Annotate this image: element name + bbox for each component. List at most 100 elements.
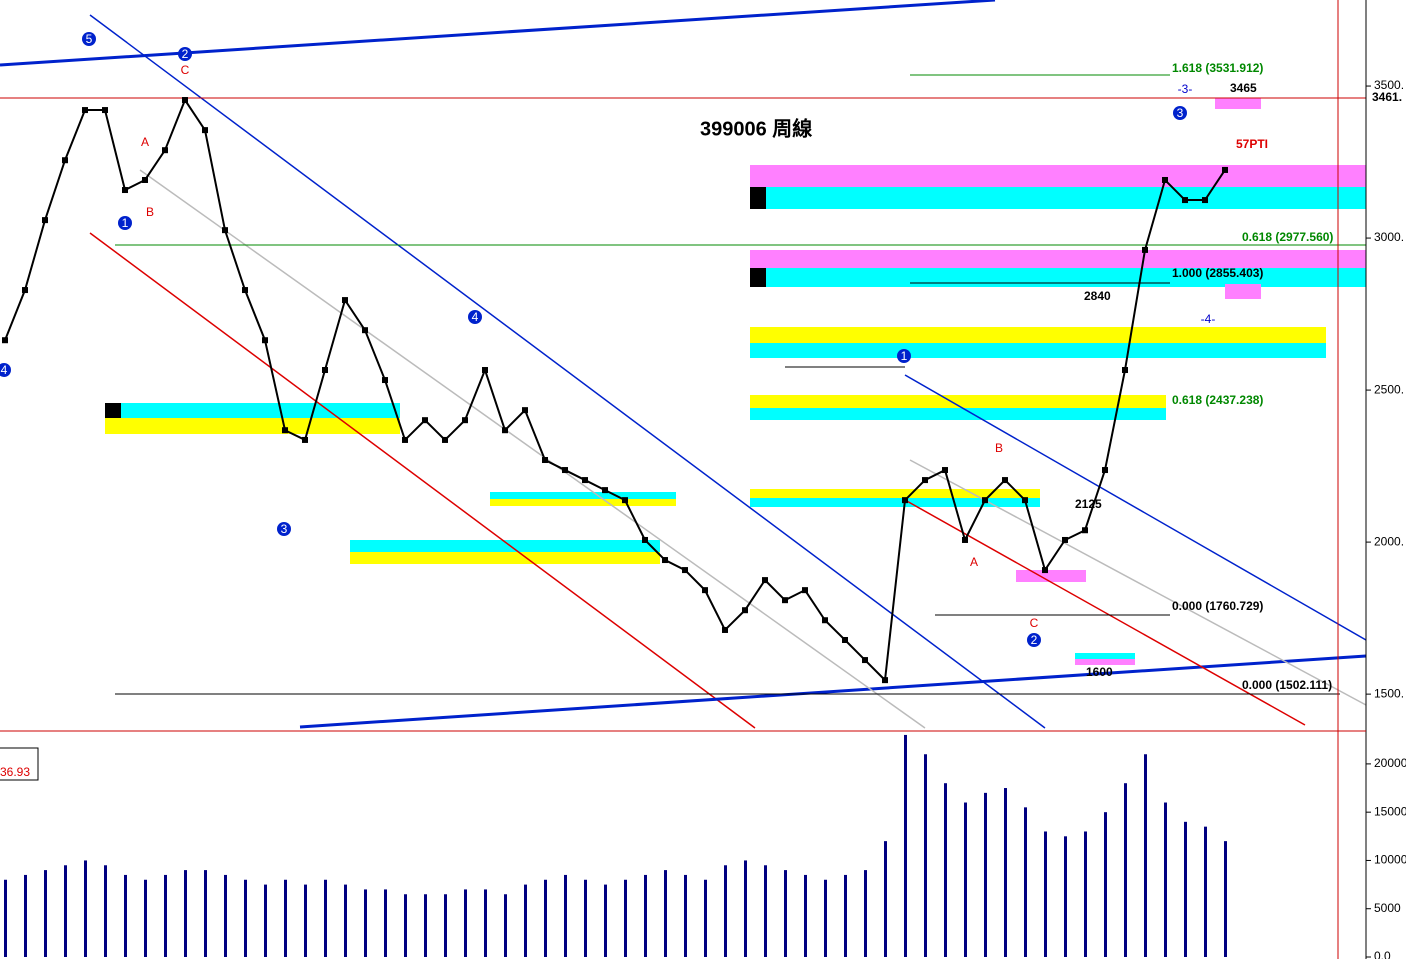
price-point [222, 227, 228, 234]
y-tick-label: 15000 [1374, 804, 1406, 818]
price-point [42, 217, 48, 224]
price-point [702, 587, 708, 594]
price-point [882, 677, 888, 684]
fib-label: 1.000 (2855.403) [1172, 266, 1263, 280]
fib-label: 0.618 (2977.560) [1242, 230, 1333, 244]
price-point [902, 497, 908, 504]
volume-bar [124, 874, 127, 957]
price-point [1062, 536, 1068, 543]
y-tick-label: 20000 [1374, 756, 1406, 770]
y-tick-label: 3500. [1374, 78, 1404, 92]
volume-bar [904, 734, 907, 957]
volume-bar [704, 879, 707, 957]
volume-bar [1184, 821, 1187, 957]
wave-label: C [1030, 616, 1039, 630]
y-tick-label: 0.0 [1374, 949, 1391, 959]
fib-label: 1.618 (3531.912) [1172, 61, 1263, 75]
volume-bar [824, 879, 827, 957]
price-point [362, 327, 368, 334]
volume-bar [924, 754, 927, 957]
volume-bar [764, 865, 767, 957]
price-point [942, 467, 948, 474]
volume-bar [1004, 788, 1007, 957]
volume-bar [1064, 836, 1067, 957]
wave-label: 1 [122, 216, 129, 230]
wave-label: 3 [1177, 106, 1184, 120]
price-label: 2125 [1075, 497, 1102, 511]
y-tick-label: 5000 [1374, 901, 1401, 915]
volume-bar [4, 879, 7, 957]
volume-bar [364, 889, 367, 957]
price-point [962, 536, 968, 543]
volume-bar [304, 884, 307, 957]
chart-title: 399006 周線 [700, 116, 812, 140]
price-point [342, 297, 348, 304]
volume-bar [644, 874, 647, 957]
annotations: 1.618 (3531.912) 0.618 (2977.560) 1.000 … [0, 61, 1402, 781]
price-point [302, 436, 308, 443]
price-point [422, 417, 428, 424]
volume-bar [784, 870, 787, 957]
legend-value: 36.93 [0, 765, 30, 779]
volume-bar [1084, 831, 1087, 957]
volume-bar [504, 894, 507, 957]
price-point [1082, 527, 1088, 534]
volume-bar [84, 860, 87, 957]
price-point [542, 457, 548, 464]
volume-bar [164, 874, 167, 957]
price-point [282, 427, 288, 434]
wave-label: 1 [901, 349, 908, 363]
price-point [162, 147, 168, 154]
volume-bar [884, 841, 887, 957]
volume-bar [1104, 812, 1107, 957]
price-point [922, 477, 928, 484]
price-point [742, 607, 748, 614]
y-tick-label: 3000. [1374, 230, 1404, 244]
y-tick-label: 2500. [1374, 382, 1404, 396]
volume-bar [464, 889, 467, 957]
price-point [482, 367, 488, 374]
volume-bar [344, 884, 347, 957]
volume-bar [324, 879, 327, 957]
volume-bar [684, 874, 687, 957]
wave-label: B [995, 441, 1003, 455]
price-point [1002, 477, 1008, 484]
volume-bar [264, 884, 267, 957]
price-point [522, 407, 528, 414]
volume-bar [1224, 841, 1227, 957]
y-tick-label: 1500. [1374, 686, 1404, 700]
wave-label: 2 [182, 47, 189, 61]
fib-label: 0.000 (1502.111) [1242, 678, 1332, 692]
volume-bar [104, 865, 107, 957]
volume-bar [864, 870, 867, 957]
price-point [1102, 467, 1108, 474]
volume-bar [1204, 826, 1207, 957]
price-point [722, 626, 728, 633]
price-label: 1600 [1086, 665, 1113, 679]
volume-bar [1164, 802, 1167, 957]
waves: 5 2 1 3 4 4 1 2 3 C A B A C B -3- -4- [0, 32, 1215, 647]
volume-bar [1024, 807, 1027, 957]
y-tick-label: 2000. [1374, 534, 1404, 548]
volume-bar [204, 870, 207, 957]
volume-bar [1144, 754, 1147, 957]
price-point [502, 427, 508, 434]
price-point [762, 577, 768, 584]
price-point [1122, 367, 1128, 374]
price-point [682, 567, 688, 574]
fib-label: 0.000 (1760.729) [1172, 599, 1263, 613]
price-point [1142, 246, 1148, 253]
price-point [862, 657, 868, 664]
wave-label: B [146, 205, 154, 219]
volume-bar [544, 879, 547, 957]
price-point [622, 497, 628, 504]
volume-bar [944, 783, 947, 957]
price-point [1162, 176, 1168, 183]
price-point [22, 287, 28, 294]
volume-bar [1124, 783, 1127, 957]
wave-label: A [970, 555, 978, 569]
price-point [562, 467, 568, 474]
price-point [262, 337, 268, 344]
price-point [122, 187, 128, 194]
